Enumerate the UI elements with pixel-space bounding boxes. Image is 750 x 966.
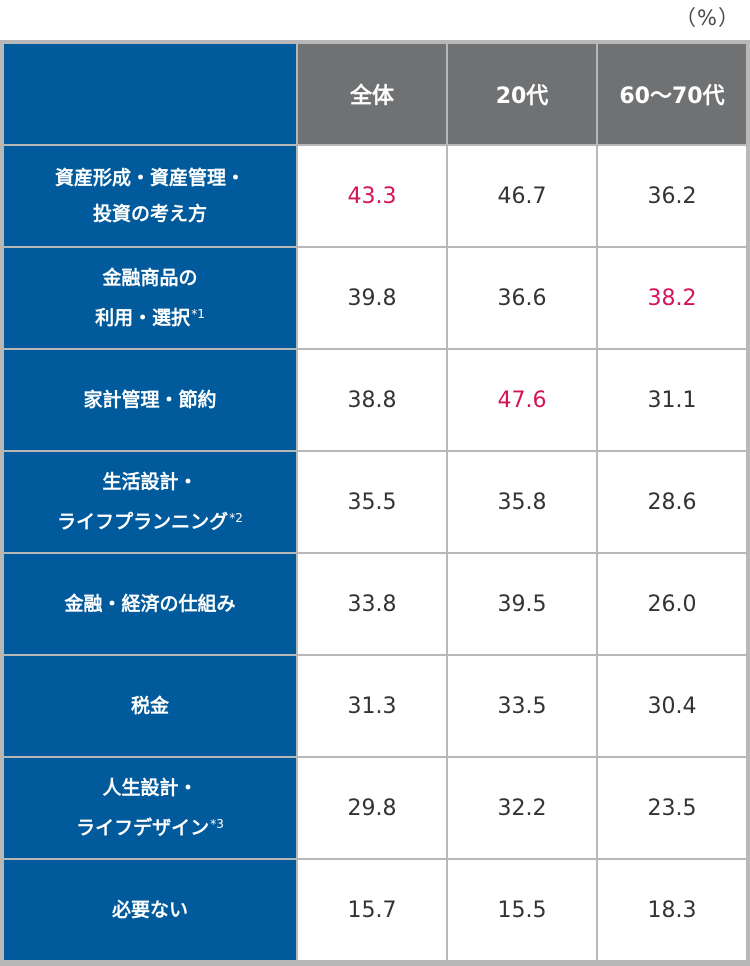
value-cell: 38.2	[598, 248, 746, 348]
value-cell: 39.8	[298, 248, 446, 348]
row-label-line: ライフプランニング*2	[57, 500, 243, 540]
row-label-text: ライフプランニング	[57, 511, 229, 533]
column-header: 20代	[448, 44, 596, 144]
value-cell: 15.7	[298, 860, 446, 960]
value-cell: 26.0	[598, 554, 746, 654]
footnote-marker: *1	[191, 307, 205, 321]
value-cell: 31.1	[598, 350, 746, 450]
column-header: 60〜70代	[598, 44, 746, 144]
row-label-text: 金融・経済の仕組み	[64, 593, 236, 615]
row-label-text: 生活設計・	[102, 471, 198, 493]
value-cell: 30.4	[598, 656, 746, 756]
row-label-text: 利用・選択	[95, 307, 191, 329]
row-label: 必要ない	[4, 860, 296, 960]
row-label-text: 家計管理・節約	[83, 389, 217, 411]
value-cell: 33.8	[298, 554, 446, 654]
row-label-line: 人生設計・	[102, 770, 197, 806]
footnote-marker: *2	[229, 511, 243, 525]
value-cell: 15.5	[448, 860, 596, 960]
row-label: 金融商品の利用・選択*1	[4, 248, 296, 348]
column-header: 全体	[298, 44, 446, 144]
value-cell: 39.5	[448, 554, 596, 654]
unit-label: （%）	[675, 6, 740, 30]
row-label: 家計管理・節約	[4, 350, 296, 450]
row-label-line: 投資の考え方	[93, 196, 207, 232]
value-cell: 28.6	[598, 452, 746, 552]
value-cell: 31.3	[298, 656, 446, 756]
value-cell: 32.2	[448, 758, 596, 858]
row-label-line: 利用・選択*1	[95, 296, 205, 336]
value-cell: 18.3	[598, 860, 746, 960]
value-cell: 46.7	[448, 146, 596, 246]
row-label: 税金	[4, 656, 296, 756]
row-label: 金融・経済の仕組み	[4, 554, 296, 654]
row-label-line: 家計管理・節約	[83, 382, 216, 418]
row-label: 人生設計・ライフデザイン*3	[4, 758, 296, 858]
row-label-text: 税金	[130, 695, 169, 717]
value-cell: 33.5	[448, 656, 596, 756]
value-cell: 36.6	[448, 248, 596, 348]
row-label-text: 人生設計・	[102, 777, 198, 799]
value-cell: 35.5	[298, 452, 446, 552]
row-label-text: 金融商品の	[102, 267, 198, 289]
value-cell: 29.8	[298, 758, 446, 858]
row-label-line: 資産形成・資産管理・	[55, 160, 245, 196]
row-label-line: 必要ない	[112, 892, 188, 928]
value-cell: 43.3	[298, 146, 446, 246]
footnote-marker: *3	[210, 817, 224, 831]
row-label: 資産形成・資産管理・ 投資の考え方	[4, 146, 296, 246]
row-label: 生活設計・ライフプランニング*2	[4, 452, 296, 552]
row-label-line: ライフデザイン*3	[76, 806, 224, 846]
row-label-text: 投資の考え方	[92, 203, 207, 225]
row-label-line: 金融商品の	[102, 260, 197, 296]
row-label-line: 金融・経済の仕組み	[64, 586, 235, 622]
row-label-text: 必要ない	[111, 899, 188, 921]
row-label-text: 資産形成・資産管理・	[54, 167, 245, 189]
row-label-text: ライフデザイン	[76, 817, 210, 839]
value-cell: 23.5	[598, 758, 746, 858]
value-cell: 35.8	[448, 452, 596, 552]
value-cell: 38.8	[298, 350, 446, 450]
value-cell: 36.2	[598, 146, 746, 246]
data-table: 全体 20代 60〜70代 資産形成・資産管理・ 投資の考え方 43.3 46.7 36…	[0, 40, 750, 966]
row-label-line: 税金	[131, 688, 169, 724]
value-cell: 47.6	[448, 350, 596, 450]
header-corner-cell	[4, 44, 296, 144]
row-label-line: 生活設計・	[102, 464, 197, 500]
